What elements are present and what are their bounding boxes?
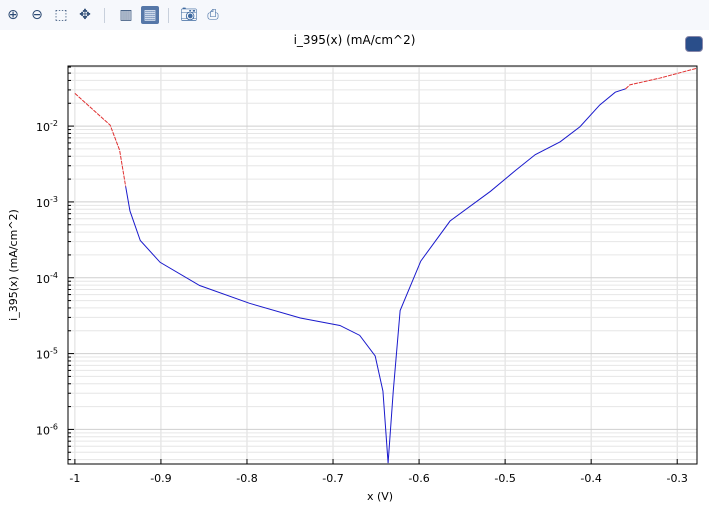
zoom-box-icon[interactable]: ⬚ — [54, 7, 68, 23]
series-line-anodic_tail — [625, 67, 698, 90]
camera-icon[interactable]: 📷︎ — [180, 7, 198, 23]
y-tick-base: 10 — [36, 121, 50, 134]
y-tick-base: 10 — [36, 424, 50, 437]
toolbar-separator — [168, 8, 169, 23]
x-tick-label: -0.8 — [236, 472, 257, 485]
y-tick-exponent: -2 — [50, 119, 58, 128]
plot-frame — [67, 65, 698, 465]
x-tick-label: -0.3 — [666, 472, 687, 485]
y-tick-label: 10-4 — [36, 271, 58, 286]
series-line-main — [125, 88, 626, 464]
y-tick-exponent: -3 — [50, 195, 58, 204]
y-tick-exponent: -5 — [50, 347, 58, 356]
y-tick-exponent: -4 — [50, 271, 58, 280]
y-tick-base: 10 — [36, 349, 50, 362]
x-tick-label: -1 — [69, 472, 80, 485]
grid-toggle-icon[interactable]: ▦ — [141, 6, 159, 24]
chart-title: i_395(x) (mA/cm^2) — [293, 33, 416, 47]
graphics-window-icon[interactable] — [685, 36, 703, 52]
print-icon[interactable]: ⎙ — [207, 7, 219, 23]
y-tick-label: 10-3 — [36, 195, 58, 210]
x-tick-label: -0.5 — [494, 472, 515, 485]
x-axis-label: x (V) — [367, 490, 393, 503]
y-tick-exponent: -6 — [50, 422, 58, 431]
y-tick-label: 10-2 — [36, 119, 58, 134]
zoom-out-icon[interactable]: ⊖ — [31, 7, 43, 23]
toolbar-separator — [104, 8, 105, 23]
x-tick-label: -0.6 — [408, 472, 429, 485]
x-tick-label: -0.4 — [580, 472, 601, 485]
x-tick-label: -0.9 — [150, 472, 171, 485]
series-line-cathodic_tail — [74, 93, 127, 187]
y-tick-label: 10-5 — [36, 347, 58, 362]
toolbar: ⊕ ⊖ ⬚ ✥ ▥ ▦ 📷︎ ⎙ — [0, 0, 709, 30]
zoom-in-icon[interactable]: ⊕ — [7, 7, 19, 23]
grid-lines-icon[interactable]: ▥ — [119, 7, 133, 23]
y-tick-base: 10 — [36, 197, 50, 210]
y-tick-base: 10 — [36, 273, 50, 286]
y-tick-label: 10-6 — [36, 422, 58, 437]
y-axis-label: i_395(x) (mA/cm^2) — [7, 209, 20, 321]
zoom-extents-icon[interactable]: ✥ — [79, 7, 91, 23]
x-tick-label: -0.7 — [322, 472, 343, 485]
